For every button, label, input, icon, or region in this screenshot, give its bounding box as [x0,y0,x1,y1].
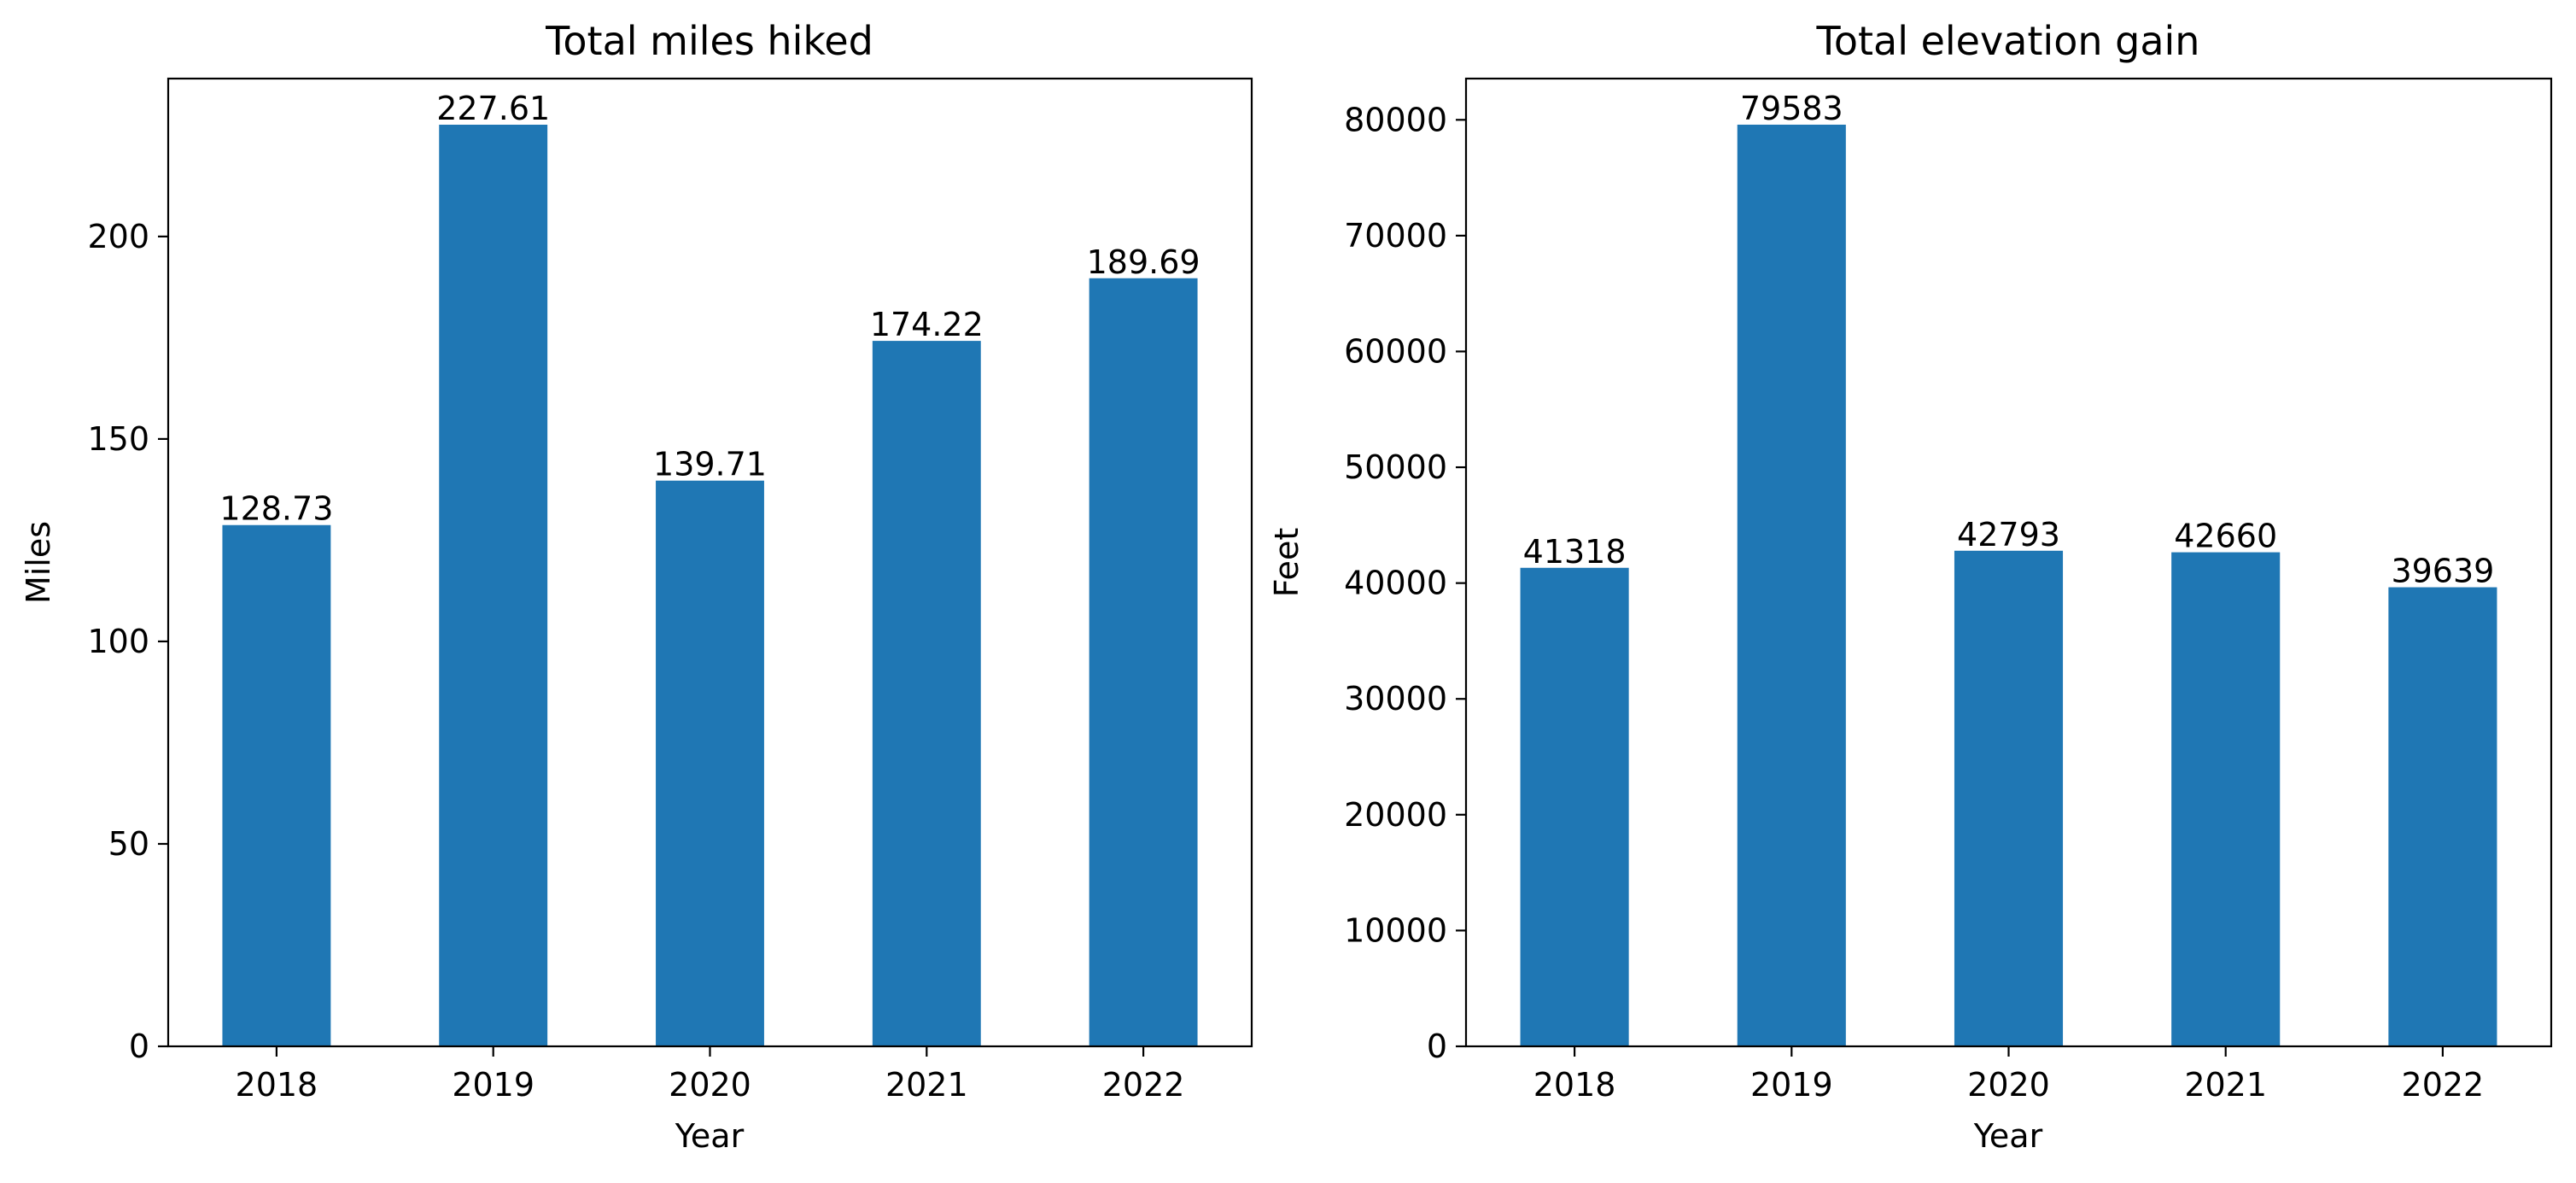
bar-2022 [1089,278,1198,1046]
bar-2019 [1737,124,1846,1046]
y-tick-label: 50 [108,825,149,863]
y-tick-label: 20000 [1344,796,1447,834]
bar-value-label: 42793 [1957,516,2060,553]
bar-value-label: 227.61 [436,90,550,127]
x-tick-label: 2018 [1533,1066,1616,1104]
y-axis-title: Miles [20,521,57,604]
x-tick-label: 2021 [2184,1066,2267,1104]
bar-2018 [1520,567,1629,1046]
y-tick-label: 150 [87,420,149,458]
bar-value-label: 42660 [2174,518,2277,555]
bar-value-label: 128.73 [219,490,333,528]
x-tick-label: 2020 [1967,1066,2050,1104]
chart-miles-hiked: 128.73 227.61 139.71 174.22 189.69 2018 2019 20… [20,18,1253,1155]
x-tick-label: 2019 [1750,1066,1833,1104]
y-tick-label: 50000 [1344,448,1447,486]
x-tick-label: 2021 [885,1066,968,1104]
bar-2022 [2388,587,2497,1046]
x-tick-label: 2018 [236,1066,318,1104]
x-axis-title: Year [675,1117,745,1155]
y-tick-label: 80000 [1344,101,1447,138]
bar-value-label: 41318 [1523,533,1627,571]
bar-2020 [656,480,764,1046]
bar-value-label: 189.69 [1087,243,1200,281]
y-tick-label: 200 [87,218,149,255]
y-tick-label: 100 [87,623,149,660]
y-tick-label: 60000 [1344,332,1447,370]
y-axis-title: Feet [1268,528,1306,597]
y-tick-label: 30000 [1344,680,1447,717]
x-tick-label: 2022 [2402,1066,2485,1104]
bar-2021 [872,341,981,1046]
bar-value-label: 139.71 [653,446,767,483]
x-tick-label: 2022 [1102,1066,1185,1104]
y-tick-label: 0 [1427,1028,1447,1065]
x-tick-label: 2020 [669,1066,751,1104]
x-tick-label: 2019 [452,1066,534,1104]
chart-elevation-gain: 41318 79583 42793 42660 39639 2018 2019 2020 202… [1268,18,2553,1155]
x-axis-title: Year [1973,1117,2043,1155]
bar-value-label: 39639 [2391,553,2494,590]
y-tick-label: 40000 [1344,565,1447,602]
bar-2018 [222,524,331,1046]
chart-title: Total elevation gain [1816,18,2200,64]
bar-value-label: 174.22 [870,306,984,343]
y-tick-label: 70000 [1344,217,1447,255]
bar-2020 [1954,550,2064,1046]
chart-title: Total miles hiked [545,18,873,64]
y-tick-label: 10000 [1344,911,1447,949]
y-tick-label: 0 [129,1028,149,1065]
bar-2019 [439,124,548,1047]
bar-2021 [2171,552,2281,1046]
bar-value-label: 79583 [1740,90,1843,127]
